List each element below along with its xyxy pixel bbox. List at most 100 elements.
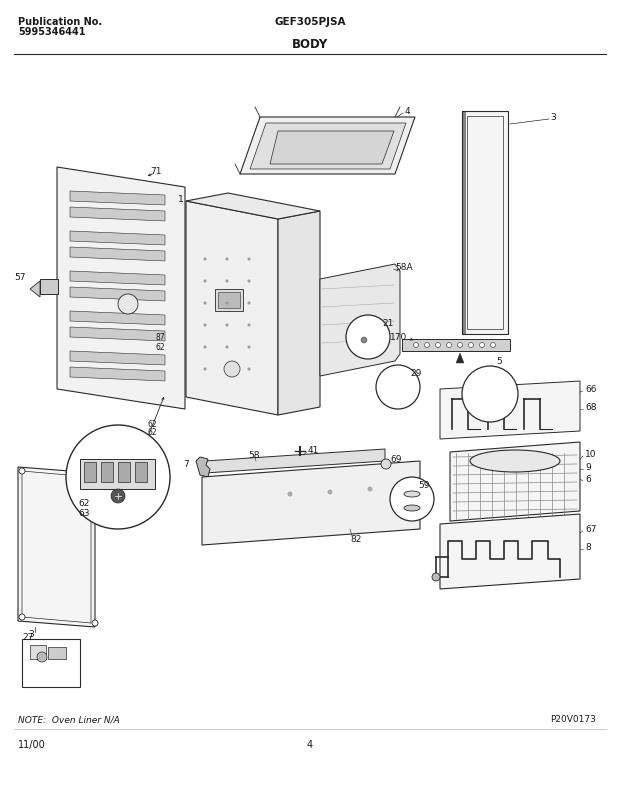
FancyBboxPatch shape — [30, 645, 46, 659]
Text: 62: 62 — [148, 428, 157, 437]
Polygon shape — [70, 288, 165, 302]
Text: P20V0173: P20V0173 — [550, 715, 596, 723]
Text: 41: 41 — [308, 446, 319, 455]
Text: 7: 7 — [183, 460, 188, 469]
Text: 62: 62 — [148, 420, 157, 429]
Circle shape — [203, 302, 206, 305]
Text: 8: 8 — [585, 543, 591, 552]
Polygon shape — [320, 265, 400, 376]
Polygon shape — [440, 382, 580, 439]
Circle shape — [37, 652, 47, 662]
Text: 58: 58 — [248, 451, 260, 460]
Text: GEF305PJSA: GEF305PJSA — [274, 17, 346, 27]
Text: 87: 87 — [155, 333, 165, 342]
Circle shape — [92, 620, 98, 626]
Text: 62: 62 — [155, 343, 165, 352]
Circle shape — [368, 487, 373, 492]
Circle shape — [66, 426, 170, 529]
Polygon shape — [70, 272, 165, 286]
Circle shape — [435, 343, 440, 348]
Polygon shape — [30, 282, 40, 298]
Circle shape — [247, 324, 250, 327]
Circle shape — [226, 302, 229, 305]
Text: BODY: BODY — [292, 38, 328, 51]
FancyBboxPatch shape — [48, 647, 66, 659]
FancyBboxPatch shape — [356, 327, 380, 346]
Polygon shape — [483, 370, 497, 375]
Polygon shape — [70, 312, 165, 326]
Polygon shape — [402, 339, 510, 351]
Circle shape — [479, 343, 484, 348]
Polygon shape — [70, 351, 165, 366]
Circle shape — [226, 280, 229, 283]
Text: 9: 9 — [585, 463, 591, 472]
Text: 57: 57 — [14, 273, 25, 282]
Text: NOTE:  Oven Liner N/A: NOTE: Oven Liner N/A — [18, 715, 120, 723]
Text: 21: 21 — [382, 319, 393, 328]
Polygon shape — [70, 192, 165, 206]
Polygon shape — [70, 232, 165, 245]
Text: 29: 29 — [410, 369, 422, 378]
Circle shape — [376, 366, 420, 410]
Text: 10: 10 — [585, 450, 596, 459]
Polygon shape — [440, 514, 580, 589]
Text: 6: 6 — [585, 475, 591, 484]
Circle shape — [226, 324, 229, 327]
Text: 66: 66 — [585, 385, 596, 394]
Text: 62: 62 — [78, 499, 89, 508]
Text: 1: 1 — [178, 195, 184, 205]
FancyBboxPatch shape — [400, 380, 408, 388]
Polygon shape — [70, 208, 165, 221]
FancyBboxPatch shape — [359, 330, 367, 338]
Polygon shape — [240, 118, 415, 175]
Ellipse shape — [404, 505, 420, 512]
FancyBboxPatch shape — [215, 290, 243, 312]
Text: 5: 5 — [496, 357, 502, 366]
Circle shape — [446, 343, 451, 348]
Polygon shape — [70, 367, 165, 382]
Circle shape — [490, 343, 495, 348]
Polygon shape — [80, 460, 155, 489]
Polygon shape — [70, 327, 165, 342]
Polygon shape — [270, 132, 394, 164]
Text: 58A: 58A — [395, 263, 413, 272]
Circle shape — [19, 468, 25, 475]
Circle shape — [226, 258, 229, 261]
Polygon shape — [202, 461, 420, 545]
Text: 3: 3 — [550, 113, 556, 123]
FancyBboxPatch shape — [386, 378, 410, 395]
Circle shape — [462, 367, 518, 423]
Circle shape — [226, 368, 229, 371]
Circle shape — [432, 573, 440, 581]
FancyBboxPatch shape — [218, 293, 240, 309]
Polygon shape — [278, 212, 320, 415]
Polygon shape — [250, 124, 406, 170]
Text: 63: 63 — [78, 508, 89, 518]
Text: 67: 67 — [585, 525, 596, 534]
Circle shape — [226, 346, 229, 349]
Text: 4: 4 — [405, 107, 410, 116]
Circle shape — [469, 343, 474, 348]
Circle shape — [327, 490, 332, 495]
Text: 11/00: 11/00 — [18, 739, 46, 749]
FancyBboxPatch shape — [404, 494, 420, 508]
Text: 69: 69 — [390, 455, 402, 464]
Ellipse shape — [404, 492, 420, 497]
Text: 82: 82 — [350, 535, 361, 544]
Text: 71: 71 — [150, 168, 161, 176]
Polygon shape — [18, 468, 95, 627]
Polygon shape — [186, 194, 320, 220]
Polygon shape — [57, 168, 185, 410]
Circle shape — [203, 368, 206, 371]
Circle shape — [203, 258, 206, 261]
Circle shape — [346, 316, 390, 359]
Circle shape — [247, 258, 250, 261]
Polygon shape — [70, 248, 165, 261]
Circle shape — [414, 343, 418, 348]
Polygon shape — [186, 202, 278, 415]
Polygon shape — [456, 354, 464, 363]
FancyBboxPatch shape — [369, 330, 377, 338]
Text: 3: 3 — [28, 630, 33, 638]
Text: 5995346441: 5995346441 — [18, 27, 86, 37]
Text: 59: 59 — [418, 481, 430, 490]
